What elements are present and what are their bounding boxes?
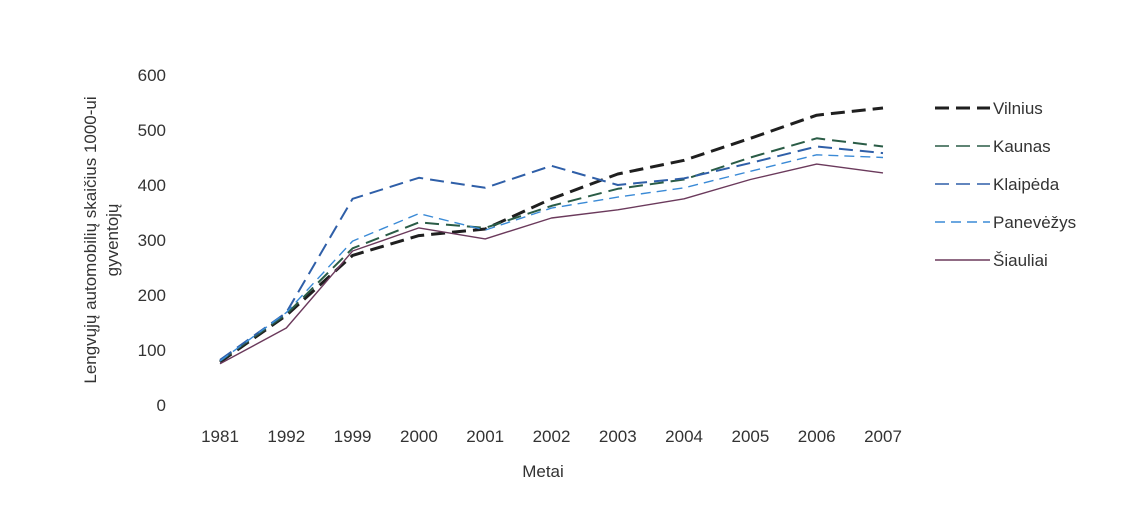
series-line-4	[219, 154, 884, 362]
y-tick-label: 300	[138, 231, 166, 250]
y-tick-label: 0	[157, 396, 166, 415]
y-axis-tick-labels: 0 100 200 300 400 500 600	[138, 66, 166, 415]
y-axis-title-line2: gyventojų	[103, 204, 122, 277]
x-tick-label: 2005	[731, 427, 769, 446]
series-line-2	[219, 137, 884, 362]
series-lines	[219, 106, 884, 365]
legend-label: Klaipėda	[993, 175, 1060, 194]
x-tick-label: 1992	[267, 427, 305, 446]
x-axis-tick-labels: 1981 1992 1999 2000 2001 2002 2003 2004 2005 2006…	[201, 427, 902, 446]
y-tick-label: 600	[138, 66, 166, 85]
x-tick-label: 2002	[533, 427, 571, 446]
x-tick-label: 2001	[466, 427, 504, 446]
y-tick-label: 500	[138, 121, 166, 140]
x-tick-label: 1981	[201, 427, 239, 446]
legend-label: Kaunas	[993, 137, 1051, 156]
x-tick-label: 2000	[400, 427, 438, 446]
y-tick-label: 100	[138, 341, 166, 360]
x-tick-label: 2003	[599, 427, 637, 446]
y-tick-label: 200	[138, 286, 166, 305]
x-tick-label: 1999	[334, 427, 372, 446]
y-axis-title: Lengvųjų automobilių skaičius 1000-ui gy…	[81, 96, 122, 383]
legend: Vilnius Kaunas Klaipėda Panevėžys Šiauliai	[935, 99, 1076, 270]
legend-label: Šiauliai	[993, 251, 1048, 270]
series-line-1	[219, 106, 884, 364]
legend-label: Vilnius	[993, 99, 1043, 118]
legend-label: Panevėžys	[993, 213, 1076, 232]
y-axis-title-line1: Lengvųjų automobilių skaičius 1000-ui	[81, 96, 100, 383]
series-line-3	[219, 145, 884, 361]
x-axis-title: Metai	[522, 462, 564, 481]
series-line-5	[219, 163, 884, 365]
y-tick-label: 400	[138, 176, 166, 195]
x-tick-label: 2007	[864, 427, 902, 446]
x-tick-label: 2004	[665, 427, 703, 446]
x-tick-label: 2006	[798, 427, 836, 446]
